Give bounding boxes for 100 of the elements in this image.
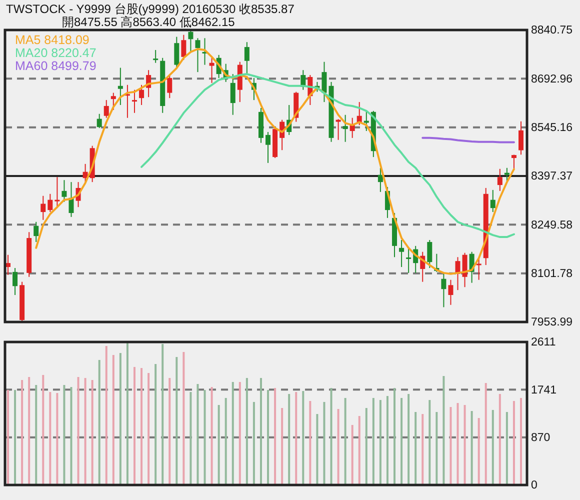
candlestick <box>364 110 369 132</box>
candlestick <box>511 154 516 170</box>
bar <box>428 400 431 485</box>
bar <box>358 416 360 485</box>
chart-subtitle: 開8475.55 高8563.40 低8462.15 <box>62 15 236 29</box>
chart-title: TWSTOCK - Y9999 台股(y9999) 20160530 收8535.87 <box>6 2 295 16</box>
candlestick <box>12 267 18 296</box>
bar <box>498 394 501 485</box>
bar <box>7 390 9 485</box>
candlestick <box>62 180 67 202</box>
bar <box>484 383 487 485</box>
candlestick <box>441 272 446 308</box>
bar <box>365 408 368 485</box>
bar <box>372 398 374 485</box>
candlestick <box>427 240 432 268</box>
bar <box>63 384 66 485</box>
y-tick-label: 1741 <box>531 384 557 396</box>
y-tick-label: 8249.58 <box>531 219 573 232</box>
bar <box>520 398 522 485</box>
y-tick-label: 870 <box>531 432 550 444</box>
bar <box>210 387 213 485</box>
candlestick <box>497 168 502 192</box>
bar <box>140 368 143 485</box>
bar <box>400 398 403 485</box>
bar <box>49 392 52 485</box>
candlestick <box>448 279 454 306</box>
text: MA5 8418.09 <box>15 33 90 47</box>
bar <box>492 410 494 485</box>
candlestick <box>244 42 250 76</box>
bar <box>316 414 318 485</box>
bar <box>190 392 192 485</box>
bar <box>154 364 157 485</box>
bar <box>274 388 276 485</box>
bar <box>260 378 262 485</box>
bar <box>351 424 354 485</box>
bar <box>218 404 220 485</box>
candlestick <box>96 113 102 129</box>
bar <box>91 380 94 485</box>
bar <box>246 378 248 485</box>
y-tick-label: 8840.75 <box>531 24 573 37</box>
bar <box>422 414 424 485</box>
candlestick <box>139 84 144 106</box>
candlestick <box>54 176 60 209</box>
candlestick <box>342 114 348 142</box>
bar <box>105 346 108 485</box>
text: MA60 8499.79 <box>15 59 96 73</box>
candlestick <box>167 74 172 99</box>
bar <box>98 360 100 485</box>
bar <box>84 378 86 485</box>
bar <box>42 374 44 485</box>
bar <box>512 400 515 485</box>
bar <box>470 411 473 485</box>
bar <box>450 407 452 485</box>
bar <box>119 353 122 485</box>
candlestick <box>378 167 383 192</box>
bar <box>408 394 410 485</box>
bar <box>176 357 178 485</box>
candlestick <box>40 195 46 220</box>
bar <box>204 390 206 485</box>
candlestick <box>209 57 214 84</box>
candlestick <box>462 252 468 288</box>
bar <box>478 418 480 485</box>
bar <box>77 376 80 485</box>
bar <box>112 354 114 485</box>
candlestick <box>104 100 109 118</box>
candlestick <box>504 167 510 183</box>
y-tick-label: 8692.96 <box>531 73 573 86</box>
y-tick-label: 0 <box>531 480 538 492</box>
y-tick-label: 2611 <box>531 336 556 349</box>
bar <box>196 384 199 485</box>
bar <box>337 408 340 485</box>
bar <box>386 396 388 485</box>
candlestick <box>34 221 39 242</box>
bar <box>224 398 227 485</box>
candlestick <box>518 120 524 156</box>
bar <box>295 392 298 485</box>
bar <box>281 408 284 485</box>
bar <box>394 388 396 485</box>
candlestick <box>399 240 404 268</box>
bar <box>436 412 438 485</box>
bar <box>330 388 332 485</box>
bar <box>133 366 136 485</box>
candlestick <box>266 131 271 164</box>
candlestick <box>195 38 200 73</box>
bar <box>302 391 304 485</box>
bar <box>344 398 346 485</box>
bar <box>168 378 171 485</box>
bar <box>323 402 326 485</box>
bar <box>238 382 241 485</box>
bar <box>56 392 58 485</box>
text: MA20 8220.47 <box>15 46 96 60</box>
candlestick <box>48 193 53 213</box>
bar <box>252 402 255 485</box>
bar <box>162 344 164 485</box>
bar <box>379 400 382 485</box>
bar <box>232 382 234 485</box>
bar <box>182 352 185 485</box>
bar <box>126 342 128 485</box>
bar <box>21 380 24 485</box>
bar <box>267 390 270 485</box>
